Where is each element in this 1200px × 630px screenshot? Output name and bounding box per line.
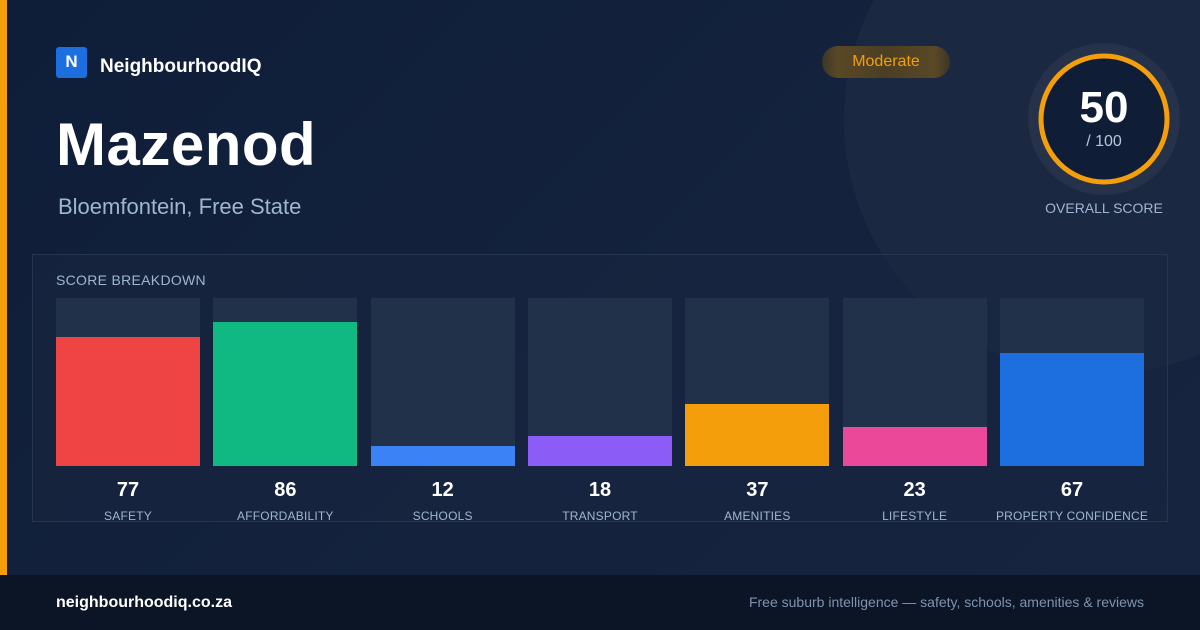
breakdown-bar-property-confidence: 67 PROPERTY CONFIDENCE	[996, 298, 1148, 523]
brand-name: NeighbourhoodIQ	[100, 56, 262, 77]
bar-track	[213, 298, 358, 466]
bar-track	[56, 298, 200, 466]
breakdown-bar-amenities: 37 AMENITIES	[685, 298, 830, 523]
bar-fill	[685, 403, 830, 466]
bar-value: 23	[903, 479, 926, 501]
score-breakdown-title: SCORE BREAKDOWN	[56, 272, 206, 288]
bar-label: SAFETY	[104, 509, 152, 523]
footer-domain: neighbourhoodiq.co.za	[56, 594, 232, 611]
bar-value: 86	[274, 479, 297, 501]
breakdown-bar-safety: 77 SAFETY	[56, 298, 200, 523]
score-breakdown-bars: 77 SAFETY 86 AFFORDABILITY 12 SCHOOLS 18 TRANSP…	[56, 298, 1148, 523]
bar-fill	[842, 427, 987, 466]
bar-track	[370, 298, 515, 466]
suburb-location: Bloemfontein, Free State	[58, 194, 302, 219]
overall-score-max: / 100	[1086, 133, 1122, 150]
bar-track	[1000, 298, 1144, 466]
bar-fill	[370, 445, 515, 466]
overall-score-value: 50	[1079, 83, 1129, 132]
bar-fill	[1000, 353, 1144, 466]
bar-track	[842, 298, 987, 466]
brand: N NeighbourhoodIQ	[56, 46, 261, 78]
bar-label: TRANSPORT	[562, 509, 638, 523]
bar-value: 67	[1060, 479, 1084, 501]
overall-score-caption: OVERALL SCORE	[1045, 200, 1163, 216]
breakdown-bar-transport: 18 TRANSPORT	[528, 298, 672, 523]
bar-track	[528, 298, 672, 466]
breakdown-bar-lifestyle: 23 LIFESTYLE	[842, 298, 987, 523]
bar-value: 37	[746, 479, 769, 501]
suburb-title: Mazenod	[56, 111, 317, 178]
footer: neighbourhoodiq.co.za Free suburb intell…	[0, 575, 1200, 630]
bar-value: 77	[116, 479, 140, 501]
breakdown-bar-affordability: 86 AFFORDABILITY	[213, 298, 358, 523]
bar-label: PROPERTY CONFIDENCE	[995, 509, 1149, 523]
bar-label: SCHOOLS	[412, 509, 473, 523]
bar-label: AFFORDABILITY	[237, 509, 334, 523]
bar-value: 18	[588, 479, 612, 501]
footer-tagline: Free suburb intelligence — safety, schoo…	[748, 594, 1144, 610]
accent-bar	[0, 0, 7, 575]
bar-track	[685, 298, 830, 466]
bar-value: 12	[431, 479, 454, 501]
bar-fill	[56, 336, 200, 466]
score-ring-graphic	[1028, 43, 1180, 195]
breakdown-bar-schools: 12 SCHOOLS	[370, 298, 515, 523]
bar-fill	[213, 321, 358, 466]
bar-fill	[528, 435, 672, 466]
bar-label: LIFESTYLE	[882, 509, 948, 523]
bar-label: AMENITIES	[724, 509, 791, 523]
brand-logo-icon: N	[56, 46, 87, 78]
rating-badge: Moderate	[822, 46, 950, 78]
overall-score-ring: 50 / 100	[1028, 43, 1180, 195]
